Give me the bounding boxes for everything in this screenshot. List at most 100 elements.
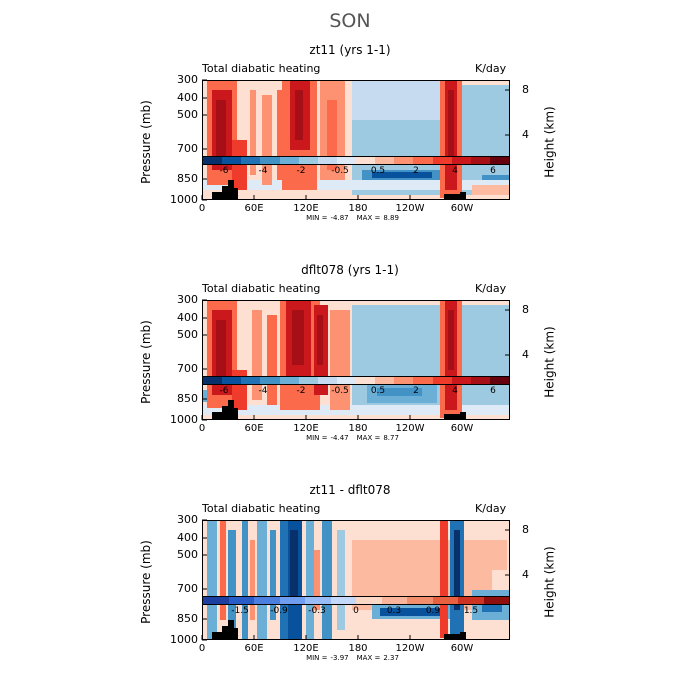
colorbar-swatch bbox=[336, 157, 356, 164]
field-cell bbox=[277, 90, 285, 180]
colorbar-label: 0.5 bbox=[370, 166, 386, 176]
field-cell bbox=[337, 530, 345, 630]
page-title: SON bbox=[329, 10, 371, 32]
max-value: 8.77 bbox=[383, 434, 399, 442]
topography-mask bbox=[460, 192, 466, 200]
x-tick-label: 60W bbox=[450, 423, 474, 434]
colorbar-swatch bbox=[279, 377, 299, 384]
colorbar-label: 0.3 bbox=[386, 606, 402, 616]
colorbar-label: -2 bbox=[296, 166, 306, 176]
colorbar-label: -2 bbox=[296, 386, 306, 396]
chart-title: dflt078 (yrs 1-1) bbox=[301, 263, 399, 277]
y-tick-label: 850 bbox=[177, 392, 198, 405]
height-axis-title: Height (km) bbox=[542, 546, 557, 618]
colorbar-swatch bbox=[260, 157, 280, 164]
topography-mask bbox=[460, 412, 466, 420]
min-max-stats: MIN = -4.87 MAX = 8.89 bbox=[254, 214, 454, 222]
topography-mask bbox=[460, 632, 466, 640]
x-tick-label: 60W bbox=[450, 643, 474, 654]
chart-title: zt11 (yrs 1-1) bbox=[309, 43, 391, 57]
field-cell bbox=[327, 100, 337, 170]
x-tick-label: 120W bbox=[395, 643, 425, 654]
min-value: -4.47 bbox=[330, 434, 349, 442]
x-tick-label: 120E bbox=[293, 643, 319, 654]
field-cell bbox=[270, 530, 276, 620]
x-tick-label: 60W bbox=[450, 203, 474, 214]
colorbar-label: -0.5 bbox=[331, 386, 349, 396]
field-cell bbox=[472, 185, 510, 195]
colorbar-swatch bbox=[413, 157, 433, 164]
height-tick-label: 4 bbox=[522, 348, 529, 361]
colorbar-swatch bbox=[394, 157, 414, 164]
colorbar-swatch bbox=[356, 377, 376, 384]
y-axis-title: Pressure (mb) bbox=[138, 100, 153, 184]
colorbar-swatch bbox=[489, 157, 509, 164]
field-cell bbox=[352, 80, 442, 120]
field-cell bbox=[372, 172, 432, 178]
topography-mask bbox=[232, 188, 238, 200]
x-tick-label: 60E bbox=[244, 203, 264, 214]
colorbar-swatch bbox=[451, 377, 471, 384]
field-cell bbox=[330, 310, 350, 410]
y-tick-label: 500 bbox=[177, 108, 198, 121]
x-tick-label: 180 bbox=[348, 203, 368, 214]
x-tick-label: 120W bbox=[395, 203, 425, 214]
field-cell bbox=[207, 520, 217, 640]
height-tick-label: 8 bbox=[522, 83, 529, 96]
colorbar-swatch bbox=[317, 157, 337, 164]
x-tick-label: 120E bbox=[293, 203, 319, 214]
max-label: MAX = bbox=[356, 214, 381, 222]
field-cell bbox=[377, 388, 422, 396]
colorbar-swatch bbox=[203, 597, 229, 604]
field-cell bbox=[228, 530, 236, 630]
colorbar-swatch bbox=[470, 157, 490, 164]
y-axis-title: Pressure (mb) bbox=[138, 540, 153, 624]
y-axis-title: Pressure (mb) bbox=[138, 320, 153, 404]
min-value: -4.87 bbox=[330, 214, 349, 222]
colorbar-swatch bbox=[305, 597, 331, 604]
colorbar-label: 2 bbox=[413, 386, 419, 396]
colorbar-swatch bbox=[375, 157, 395, 164]
x-tick-label: 120W bbox=[395, 423, 425, 434]
colorbar-label: 0 bbox=[353, 606, 359, 616]
chart-title: zt11 - dflt078 bbox=[309, 483, 391, 497]
x-tick-label: 0 bbox=[198, 643, 206, 654]
topography-mask bbox=[232, 628, 238, 640]
left-label: Total diabatic heating bbox=[202, 282, 321, 295]
left-label: Total diabatic heating bbox=[202, 62, 321, 75]
colorbar-swatch bbox=[222, 377, 242, 384]
field-cell bbox=[295, 90, 303, 140]
colorbar-swatch bbox=[458, 597, 484, 604]
height-axis-title: Height (km) bbox=[542, 326, 557, 398]
topography-mask bbox=[228, 620, 234, 640]
y-tick-label: 700 bbox=[177, 142, 198, 155]
heatmap-plot bbox=[201, 299, 510, 421]
min-label: MIN = bbox=[306, 214, 328, 222]
colorbar-swatch bbox=[451, 157, 471, 164]
heatmap-plot bbox=[201, 519, 510, 641]
topography-mask bbox=[228, 400, 234, 420]
min-max-stats: MIN = -4.47 MAX = 8.77 bbox=[254, 434, 454, 442]
colorbar-label: 2 bbox=[413, 166, 419, 176]
colorbar-swatch bbox=[330, 597, 356, 604]
field-cell bbox=[440, 520, 448, 638]
colorbar-swatch bbox=[298, 157, 318, 164]
height-tick-label: 4 bbox=[522, 128, 529, 141]
colorbar-swatch bbox=[356, 157, 376, 164]
min-max-stats: MIN = -3.97 MAX = 2.37 bbox=[254, 654, 454, 662]
min-label: MIN = bbox=[306, 654, 328, 662]
field-cell bbox=[280, 520, 288, 640]
field-cell bbox=[454, 530, 460, 610]
colorbar-swatch bbox=[407, 597, 433, 604]
y-tick-label: 1000 bbox=[170, 193, 198, 206]
colorbar-swatch bbox=[470, 377, 490, 384]
colorbar-swatch bbox=[413, 377, 433, 384]
topography-mask bbox=[444, 634, 464, 640]
topography-mask bbox=[444, 194, 464, 200]
colorbar-label: 6 bbox=[490, 386, 496, 396]
colorbar-label: 4 bbox=[452, 386, 458, 396]
colorbar-swatch bbox=[317, 377, 337, 384]
height-tick-label: 8 bbox=[522, 303, 529, 316]
height-tick-label: 4 bbox=[522, 568, 529, 581]
height-tick-label: 8 bbox=[522, 523, 529, 536]
